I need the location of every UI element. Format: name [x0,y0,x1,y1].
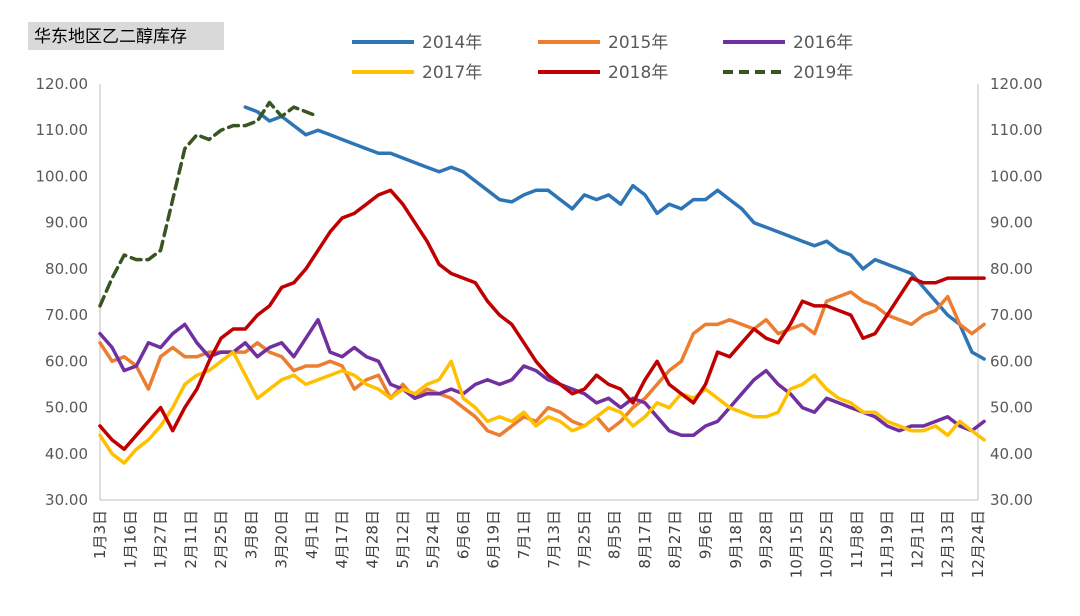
x-tick-label: 3月8日 [242,510,260,559]
x-tick-label: 1月27日 [152,510,170,569]
y-tick-label-left: 40.00 [45,445,88,463]
legend-label: 2019年 [793,63,853,83]
x-tick-label: 1月16日 [121,510,139,569]
x-tick-label: 12月13日 [939,510,957,578]
x-tick-label: 10月15日 [787,510,805,578]
y-tick-label-left: 110.00 [36,121,89,139]
x-tick-label: 8月17日 [636,510,654,569]
x-tick-label: 3月20日 [273,510,291,569]
series-line-2016年 [98,317,986,438]
y-tick-label-right: 50.00 [990,399,1033,417]
y-tick-label-left: 70.00 [45,306,88,324]
y-tick-label-left: 100.00 [36,167,89,185]
x-tick-label: 7月1日 [515,510,533,559]
legend-label: 2017年 [422,63,482,83]
y-tick-label-right: 90.00 [990,214,1033,232]
x-tick-label: 8月5日 [606,510,624,559]
series-line-2019年 [98,100,320,308]
y-tick-label-left: 60.00 [45,352,88,370]
x-tick-label: 9月18日 [727,510,745,569]
y-tick-label-right: 100.00 [990,167,1043,185]
chart-title-box [28,22,224,50]
x-tick-label: 6月6日 [454,510,472,559]
legend-label: 2014年 [422,33,482,53]
y-tick-label-left: 120.00 [36,75,89,93]
x-tick-label: 2月11日 [182,510,200,569]
category-labels: 1月3日 1月16日 1月27日 2月11日 2月25日 3月8日 3月20日 4月1日 4月1… [91,510,987,578]
legend: 2014年 2015年 2016年 2017年 2018年 2019年 [352,33,853,83]
y-tick-label-right: 120.00 [990,75,1043,93]
x-tick-label: 11月19日 [878,510,896,578]
legend-label: 2016年 [793,33,853,53]
x-tick-label: 4月1日 [303,510,321,559]
x-tick-label: 5月24日 [424,510,442,569]
x-tick-label: 7月25日 [575,510,593,569]
series-line-2014年 [243,105,986,361]
x-tick-label: 12月24日 [969,510,987,578]
y-tick-label-right: 80.00 [990,260,1033,278]
x-tick-label: 11月8日 [848,510,866,569]
y-tick-label-left: 30.00 [45,491,88,509]
x-tick-label: 12月1日 [908,510,926,569]
y-tick-label-right: 30.00 [990,491,1033,509]
y-tick-label-right: 70.00 [990,306,1033,324]
y-tick-label-left: 90.00 [45,214,88,232]
x-tick-label: 4月28日 [363,510,381,569]
series-line-2015年 [98,290,986,438]
x-tick-label: 9月6日 [697,510,715,559]
x-tick-label: 4月17日 [333,510,351,569]
legend-label: 2018年 [608,63,668,83]
chart-title: 华东地区乙二醇库存 [34,27,187,47]
x-tick-label: 8月27日 [666,510,684,569]
y-tick-label-right: 60.00 [990,352,1033,370]
x-tick-label: 7月13日 [545,510,563,569]
x-tick-label: 9月28日 [757,510,775,569]
axes: 120.00 120.00 110.00 110.00 100.00 100.00 90.0… [36,75,1043,509]
y-tick-label-right: 40.00 [990,445,1033,463]
x-tick-label: 2月25日 [212,510,230,569]
y-tick-label-left: 80.00 [45,260,88,278]
series-line-2018年 [98,188,986,451]
legend-label: 2015年 [608,33,668,53]
x-tick-label: 10月25日 [818,510,836,578]
x-tick-label: 6月19日 [485,510,503,569]
series-line-2017年 [98,350,986,465]
y-tick-label-right: 110.00 [990,121,1043,139]
x-tick-label: 5月12日 [394,510,412,569]
series-lines [98,100,986,465]
x-tick-label: 1月3日 [91,510,109,559]
y-tick-label-left: 50.00 [45,399,88,417]
